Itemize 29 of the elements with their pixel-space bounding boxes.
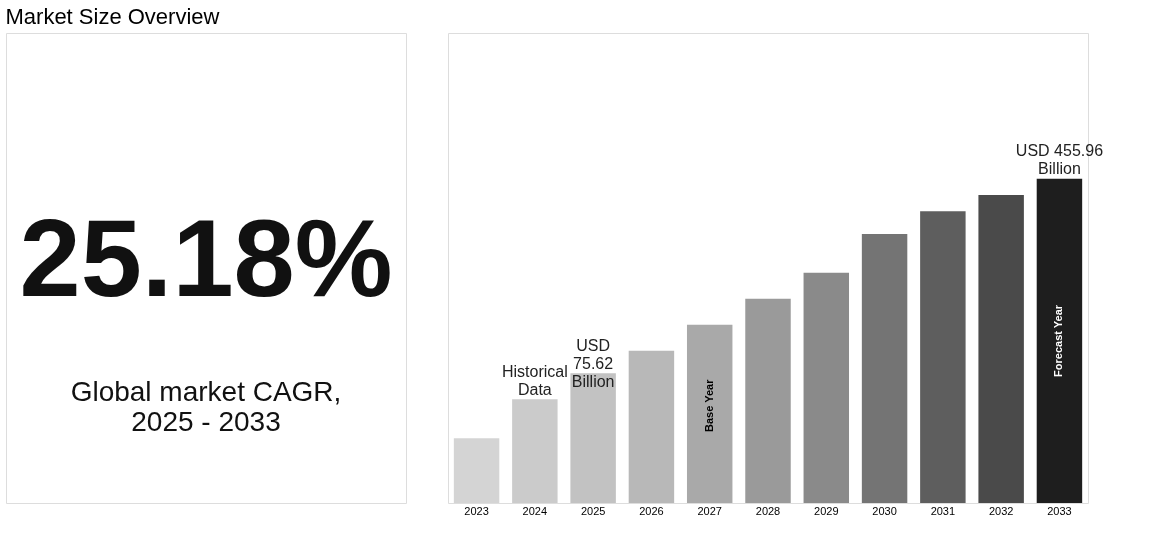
text: USD 455.96 Billion — [1015, 142, 1104, 178]
x-tick-label: 2032 — [988, 504, 1014, 517]
annotation: Forecast Year — [1052, 304, 1065, 377]
bar — [920, 211, 966, 503]
x-tick-label: 2024 — [522, 504, 548, 517]
x-tick-label: 2030 — [872, 504, 897, 517]
x-tick-label: 2028 — [755, 504, 781, 517]
annotation: Historical Data — [501, 362, 568, 398]
x-tick-label: 2029 — [814, 504, 839, 517]
bar — [745, 298, 791, 503]
bar — [512, 399, 558, 503]
x-tick-label: 2026 — [639, 504, 664, 517]
bar — [1036, 178, 1083, 503]
text: Market Size Overview — [5, 3, 220, 29]
bar — [628, 350, 675, 503]
bar — [803, 272, 850, 503]
annotation: Base Year — [702, 378, 715, 432]
text: Global market CAGR, 2025 - 2033 — [70, 376, 342, 437]
text: 25.18% — [19, 196, 393, 319]
annotation: USD 75.62 Billion — [571, 336, 615, 390]
bar — [686, 324, 733, 503]
bar — [861, 233, 908, 503]
x-tick-label: 2023 — [464, 504, 489, 517]
x-tick-label: 2027 — [697, 504, 722, 517]
x-tick-label: 2033 — [1047, 504, 1072, 517]
bar — [570, 373, 616, 503]
x-tick-label: 2025 — [580, 504, 606, 517]
x-tick-label: 2031 — [930, 504, 956, 517]
bar — [978, 195, 1024, 503]
